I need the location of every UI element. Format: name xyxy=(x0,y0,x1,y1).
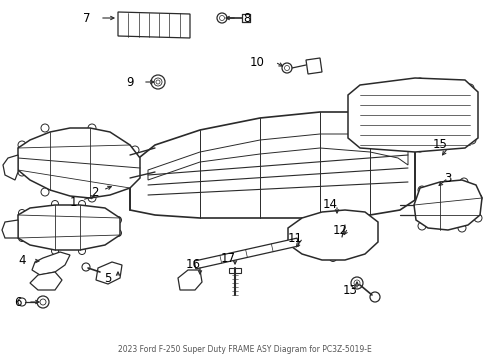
Text: 14: 14 xyxy=(322,198,338,211)
Bar xyxy=(182,274,194,282)
Text: 4: 4 xyxy=(18,255,26,267)
Polygon shape xyxy=(30,272,62,290)
Text: 17: 17 xyxy=(220,252,236,265)
Text: 11: 11 xyxy=(288,231,302,244)
Bar xyxy=(380,102,450,134)
Text: 8: 8 xyxy=(244,12,251,24)
Polygon shape xyxy=(306,58,322,74)
Polygon shape xyxy=(2,220,18,238)
Text: 1: 1 xyxy=(69,197,77,210)
Polygon shape xyxy=(118,12,190,38)
Bar xyxy=(183,282,193,288)
Text: 10: 10 xyxy=(249,55,265,68)
Polygon shape xyxy=(348,78,478,152)
Text: 13: 13 xyxy=(343,284,357,297)
Text: 16: 16 xyxy=(186,258,200,271)
Polygon shape xyxy=(32,252,70,275)
Text: 5: 5 xyxy=(104,271,112,284)
Polygon shape xyxy=(3,155,18,180)
Polygon shape xyxy=(18,205,120,250)
Polygon shape xyxy=(96,262,122,284)
Text: 3: 3 xyxy=(444,171,452,184)
Text: 2023 Ford F-250 Super Duty FRAME ASY Diagram for PC3Z-5019-E: 2023 Ford F-250 Super Duty FRAME ASY Dia… xyxy=(118,346,372,355)
Polygon shape xyxy=(414,180,482,230)
Text: 6: 6 xyxy=(14,296,22,309)
Text: 12: 12 xyxy=(333,224,347,237)
Polygon shape xyxy=(288,210,378,260)
Polygon shape xyxy=(148,134,408,180)
Polygon shape xyxy=(130,112,415,218)
Polygon shape xyxy=(18,128,140,198)
Bar xyxy=(370,97,460,139)
Text: 2: 2 xyxy=(91,185,99,198)
Polygon shape xyxy=(178,270,202,290)
Text: 9: 9 xyxy=(126,76,134,89)
Polygon shape xyxy=(194,238,299,269)
Text: 15: 15 xyxy=(433,139,447,152)
Bar xyxy=(229,268,241,273)
Text: 7: 7 xyxy=(83,12,91,24)
